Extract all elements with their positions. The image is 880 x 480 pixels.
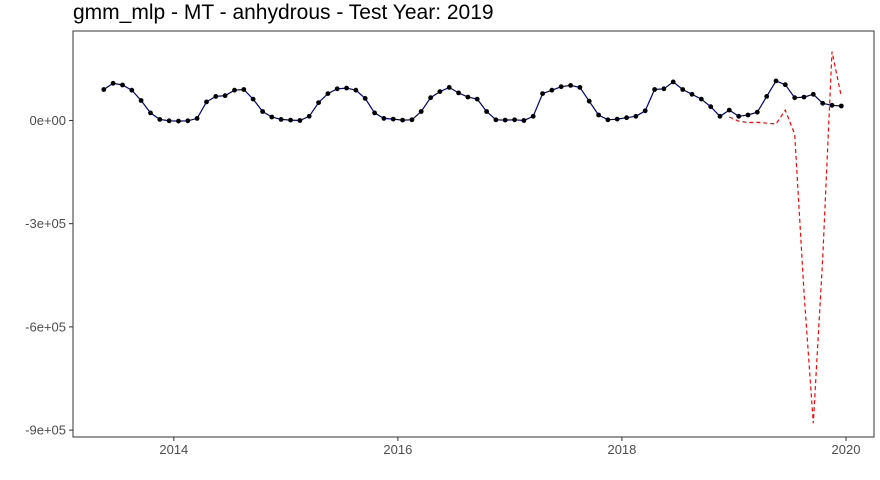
- actual-data-point: [269, 114, 275, 120]
- forecast-series-line: [729, 51, 842, 424]
- actual-data-point: [250, 96, 256, 102]
- actual-data-point: [381, 116, 387, 121]
- actual-data-point: [166, 118, 172, 124]
- actual-data-point: [820, 100, 826, 106]
- actual-data-point: [409, 117, 415, 123]
- actual-data-point: [698, 96, 704, 102]
- actual-data-point: [586, 98, 592, 104]
- actual-data-point: [390, 116, 396, 122]
- actual-series-line: [103, 80, 842, 122]
- actual-data-point: [521, 118, 527, 123]
- actual-data-point: [614, 116, 620, 122]
- actual-data-point: [278, 117, 284, 122]
- actual-data-point: [484, 109, 489, 114]
- actual-data-point: [633, 113, 639, 119]
- actual-data-point: [577, 85, 583, 90]
- actual-data-point: [325, 91, 331, 96]
- actual-data-point: [297, 118, 303, 123]
- actual-data-point: [838, 103, 844, 109]
- actual-data-point: [717, 113, 723, 119]
- actual-data-point: [344, 85, 349, 91]
- actual-data-point: [810, 91, 816, 97]
- actual-data-point: [624, 115, 629, 121]
- actual-data-point: [456, 90, 461, 96]
- actual-data-point: [400, 117, 405, 123]
- actual-data-point: [792, 95, 798, 101]
- y-tick-label: 0e+00: [29, 113, 66, 128]
- actual-data-point: [736, 113, 742, 119]
- actual-data-point: [241, 87, 247, 92]
- actual-data-point: [689, 91, 695, 97]
- actual-data-point: [493, 117, 499, 123]
- actual-data-point: [288, 117, 293, 123]
- actual-data-point: [829, 102, 835, 108]
- actual-data-point: [465, 94, 471, 100]
- actual-data-point: [642, 108, 648, 114]
- actual-data-point: [437, 89, 443, 94]
- actual-data-point: [362, 96, 368, 101]
- x-tick-label: 2018: [607, 442, 636, 457]
- x-axis: 2014 2016 2018 2020: [159, 437, 860, 457]
- actual-data-point: [418, 109, 424, 114]
- actual-data-point: [726, 107, 732, 113]
- actual-data-point: [204, 99, 209, 105]
- actual-data-point: [185, 118, 191, 124]
- actual-data-point: [213, 94, 219, 99]
- y-tick-label: -3e+05: [25, 216, 66, 231]
- actual-data-point: [568, 83, 573, 88]
- actual-data-point: [680, 87, 686, 92]
- actual-data-point: [428, 95, 433, 101]
- actual-data-point: [782, 82, 788, 88]
- y-tick-label: -9e+05: [25, 423, 66, 438]
- actual-data-point: [652, 87, 657, 92]
- actual-data-point: [138, 98, 144, 103]
- actual-data-point: [101, 87, 107, 92]
- actual-data-point: [773, 78, 779, 84]
- y-tick-label: -6e+05: [25, 319, 66, 334]
- x-tick-label: 2014: [159, 442, 188, 457]
- actual-data-point: [316, 100, 321, 105]
- actual-data-point: [446, 85, 452, 90]
- actual-data-point: [708, 104, 714, 110]
- actual-data-point: [558, 84, 564, 90]
- actual-data-point: [754, 109, 760, 115]
- actual-data-point: [801, 94, 807, 100]
- actual-data-point: [605, 117, 611, 123]
- actual-data-point: [661, 86, 667, 92]
- actual-data-point: [194, 116, 200, 121]
- actual-data-point: [670, 79, 676, 85]
- actual-data-point: [512, 117, 517, 123]
- actual-data-point: [372, 110, 377, 116]
- actual-data-point: [502, 117, 508, 123]
- series-layer: [101, 51, 844, 424]
- actual-data-point: [120, 82, 125, 88]
- chart-title: gmm_mlp - MT - anhydrous - Test Year: 20…: [73, 1, 494, 24]
- actual-data-point: [222, 93, 228, 99]
- actual-data-point: [260, 109, 265, 114]
- actual-data-point: [745, 112, 751, 118]
- actual-data-point: [110, 80, 116, 86]
- actual-data-point: [353, 87, 359, 93]
- x-tick-label: 2016: [383, 442, 412, 457]
- actual-data-point: [129, 87, 135, 93]
- actual-data-point: [157, 117, 163, 122]
- plot-border: [72, 30, 875, 438]
- actual-data-point: [596, 112, 601, 118]
- actual-data-point: [474, 96, 480, 102]
- actual-data-point: [306, 113, 312, 119]
- x-tick-label: 2020: [832, 442, 861, 457]
- actual-data-point: [540, 91, 545, 96]
- actual-data-point: [530, 113, 536, 119]
- actual-data-point: [549, 87, 555, 93]
- actual-data-point: [232, 87, 237, 93]
- actual-data-point: [148, 110, 153, 116]
- y-axis: 0e+00 -3e+05 -6e+05 -9e+05: [25, 113, 73, 438]
- actual-data-point: [764, 94, 770, 99]
- actual-data-point: [176, 118, 181, 124]
- actual-data-point: [334, 86, 340, 92]
